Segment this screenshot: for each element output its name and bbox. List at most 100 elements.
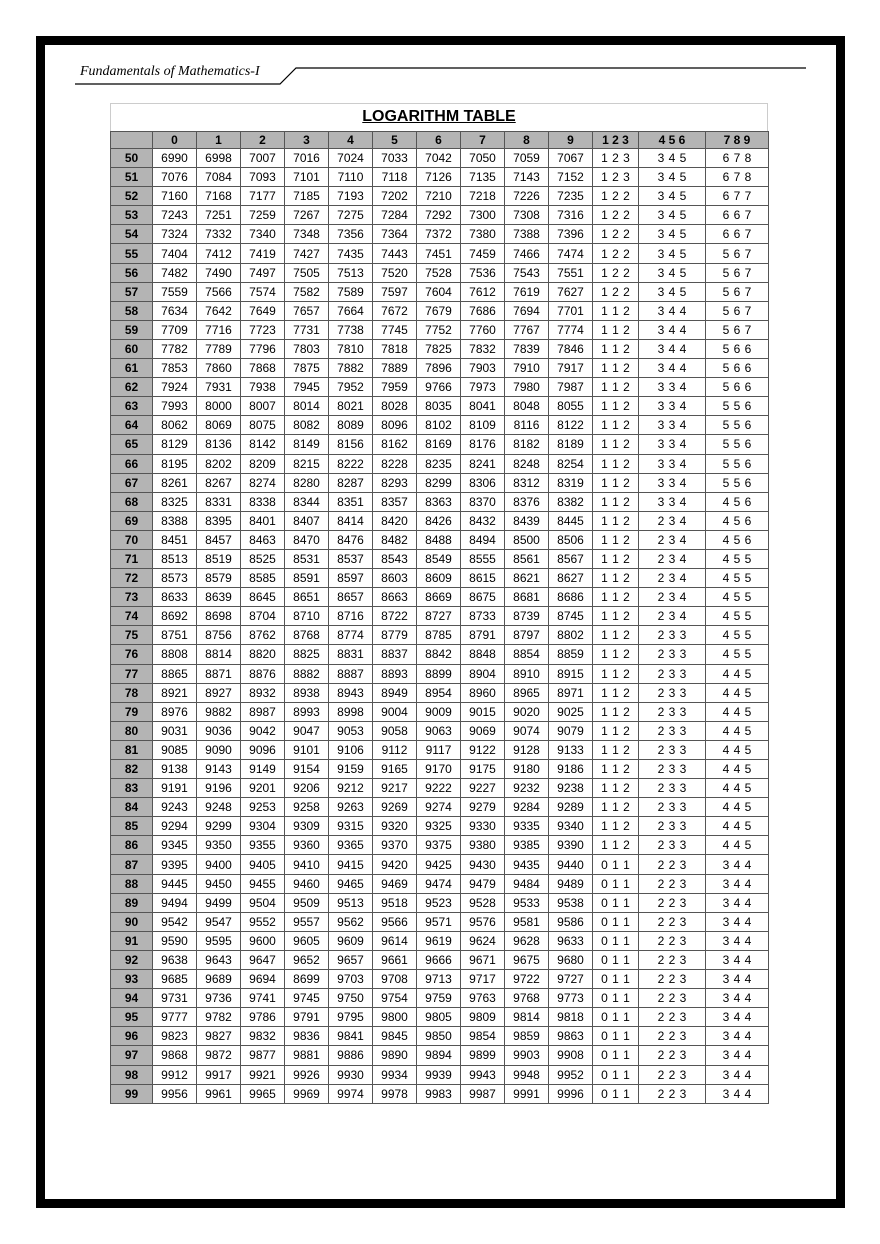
log-value: 9042 — [240, 720, 285, 741]
log-value: 8280 — [284, 472, 329, 493]
log-value: 7101 — [284, 167, 329, 188]
log-value: 7536 — [460, 262, 505, 283]
corner-cell — [110, 131, 153, 149]
log-value: 8420 — [372, 510, 417, 531]
log-value: 7574 — [240, 281, 285, 302]
mean-difference: 2 3 3 — [638, 663, 706, 684]
log-value: 8531 — [284, 548, 329, 570]
log-value: 8142 — [240, 434, 285, 455]
log-value: 9031 — [152, 720, 197, 741]
log-value: 8814 — [196, 644, 241, 665]
log-value: 8704 — [240, 606, 285, 627]
row-header: 73 — [110, 587, 153, 608]
log-value: 8156 — [328, 434, 373, 455]
log-value: 9850 — [416, 1026, 461, 1047]
log-value: 9509 — [284, 892, 329, 913]
table-row: 59 7709 7716 7723 7731 7738 7745 7752 7760 7767 77… — [110, 319, 769, 340]
log-value: 8943 — [328, 682, 373, 703]
table-title-box: LOGARITHM TABLE — [110, 103, 768, 131]
row-header: 68 — [110, 491, 153, 512]
log-value: 9106 — [328, 739, 373, 761]
mean-difference: 1 1 2 — [592, 797, 639, 818]
log-value: 7110 — [328, 167, 373, 188]
log-value: 8681 — [504, 587, 549, 608]
log-value: 9576 — [460, 911, 505, 932]
log-value: 7513 — [328, 262, 373, 283]
log-value: 9657 — [328, 949, 373, 971]
mean-difference: 1 2 3 — [592, 147, 639, 169]
log-value: 9647 — [240, 949, 285, 971]
log-value: 9759 — [416, 988, 461, 1009]
log-value: 8971 — [548, 682, 593, 703]
log-value: 9494 — [152, 892, 197, 913]
log-value: 7152 — [548, 167, 593, 188]
mean-difference: 0 1 1 — [592, 969, 639, 990]
mean-difference: 1 1 2 — [592, 415, 639, 436]
log-value: 8494 — [460, 529, 505, 550]
row-header: 94 — [110, 988, 153, 1009]
row-header: 96 — [110, 1026, 153, 1047]
log-value: 8162 — [372, 434, 417, 455]
log-value: 8537 — [328, 548, 373, 570]
mean-difference: 5 6 6 — [705, 358, 769, 379]
log-value: 8401 — [240, 510, 285, 531]
log-value: 9112 — [372, 739, 417, 761]
log-value: 7308 — [504, 205, 549, 226]
log-value: 7767 — [504, 319, 549, 340]
log-value: 7380 — [460, 224, 505, 245]
log-value: 7566 — [196, 281, 241, 302]
log-value: 9025 — [548, 701, 593, 722]
log-value: 8627 — [548, 568, 593, 589]
log-value: 8149 — [284, 434, 329, 455]
log-value: 9547 — [196, 911, 241, 932]
log-value: 7396 — [548, 224, 593, 245]
log-value: 9533 — [504, 892, 549, 913]
log-value: 8899 — [416, 663, 461, 684]
log-value: 9845 — [372, 1026, 417, 1047]
mean-difference: 6 7 8 — [705, 147, 769, 169]
log-value: 9335 — [504, 816, 549, 837]
log-value: 9315 — [328, 816, 373, 837]
mean-difference: 3 4 4 — [705, 988, 769, 1009]
mean-difference: 1 1 2 — [592, 472, 639, 493]
mean-difference: 1 2 2 — [592, 281, 639, 302]
log-value: 7135 — [460, 167, 505, 188]
log-value: 9518 — [372, 892, 417, 913]
log-value: 8069 — [196, 415, 241, 436]
mean-difference: 1 1 2 — [592, 529, 639, 550]
log-value: 9609 — [328, 930, 373, 951]
mean-difference: 3 4 4 — [705, 930, 769, 951]
log-value: 8938 — [284, 682, 329, 703]
log-value: 9948 — [504, 1064, 549, 1085]
log-value: 7723 — [240, 319, 285, 340]
log-value: 8457 — [196, 529, 241, 550]
log-value: 8802 — [548, 625, 593, 646]
log-value: 7649 — [240, 300, 285, 321]
log-value: 9903 — [504, 1045, 549, 1066]
log-value: 8609 — [416, 568, 461, 589]
table-row: 60 7782 7789 7796 7803 7810 7818 7825 7832 7839 78… — [110, 338, 769, 360]
log-value: 9523 — [416, 892, 461, 913]
log-value: 8344 — [284, 491, 329, 512]
log-value: 7024 — [328, 147, 373, 169]
log-value: 8585 — [240, 568, 285, 589]
log-value: 9827 — [196, 1026, 241, 1047]
log-value: 8549 — [416, 548, 461, 570]
log-value: 8854 — [504, 644, 549, 665]
mean-difference: 2 3 3 — [638, 797, 706, 818]
mean-difference: 2 3 3 — [638, 758, 706, 780]
row-header: 84 — [110, 797, 153, 818]
log-value: 9079 — [548, 720, 593, 741]
log-value: 9196 — [196, 778, 241, 799]
table-row: 99 9956 9961 9965 9969 9974 9978 9983 9987 9991 99… — [110, 1083, 769, 1104]
log-value: 9694 — [240, 969, 285, 990]
log-value: 9581 — [504, 911, 549, 932]
log-value: 9149 — [240, 758, 285, 780]
log-value: 9750 — [328, 988, 373, 1009]
log-value: 8363 — [416, 491, 461, 512]
log-value: 9370 — [372, 835, 417, 856]
log-value: 8519 — [196, 548, 241, 570]
mean-difference: 2 2 3 — [638, 892, 706, 913]
log-value: 8893 — [372, 663, 417, 684]
log-value: 7388 — [504, 224, 549, 245]
